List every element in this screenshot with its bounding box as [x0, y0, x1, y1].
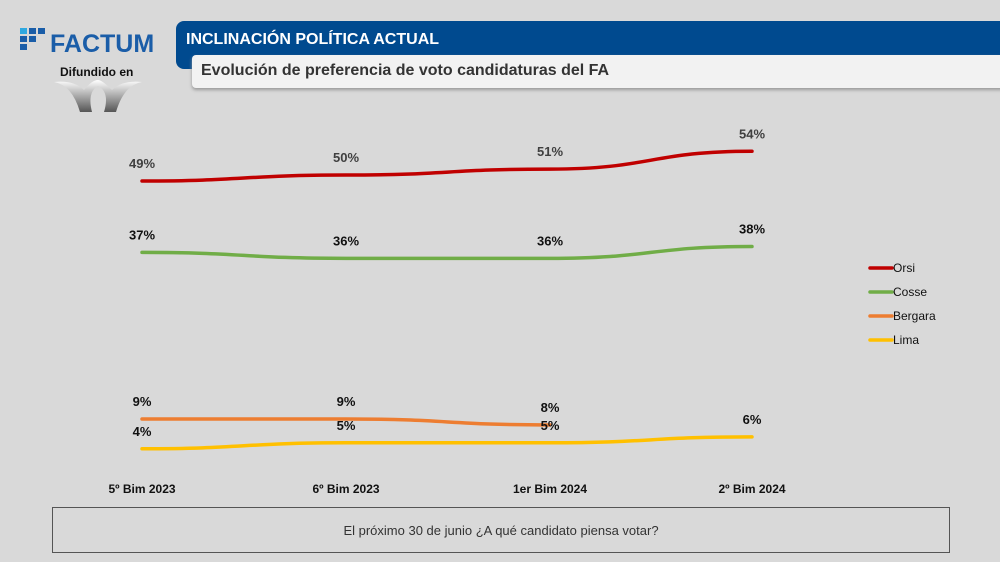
data-label: 36%: [537, 233, 563, 248]
media-logo-icon: [54, 80, 142, 112]
data-label: 6%: [743, 412, 762, 427]
series-line-cosse: [140, 244, 754, 261]
subtitle-box: [192, 55, 1000, 88]
data-label: 4%: [133, 424, 152, 439]
data-label: 54%: [739, 126, 765, 141]
data-label: 5%: [337, 418, 356, 433]
question-box: El próximo 30 de junio ¿A qué candidato …: [52, 507, 950, 553]
legend-label: Cosse: [893, 285, 927, 299]
brand-name: FACTUM: [50, 30, 155, 58]
x-tick-label: 1er Bim 2024: [513, 482, 587, 496]
data-label: 38%: [739, 221, 765, 236]
factum-logo-icon: [20, 28, 45, 50]
data-label: 9%: [337, 394, 356, 409]
question-text: El próximo 30 de junio ¿A qué candidato …: [343, 522, 659, 538]
data-label: 37%: [129, 227, 155, 242]
series-line-bergara: [140, 417, 552, 427]
data-label: 5%: [541, 418, 560, 433]
legend-label: Bergara: [893, 309, 936, 323]
x-tick-label: 2º Bim 2024: [718, 482, 785, 496]
page-subtitle: Evolución de preferencia de voto candida…: [201, 62, 610, 79]
data-label: 36%: [333, 233, 359, 248]
data-label: 9%: [133, 394, 152, 409]
data-label: 49%: [129, 156, 155, 171]
data-label: 51%: [537, 144, 563, 159]
data-label: 50%: [333, 150, 359, 165]
page-title: INCLINACIÓN POLÍTICA ACTUAL: [186, 31, 440, 48]
series-line-orsi: [140, 149, 754, 183]
series-line-lima: [140, 435, 754, 451]
difundido-label: Difundido en: [60, 65, 134, 79]
legend-label: Lima: [893, 333, 919, 347]
data-label: 8%: [541, 400, 560, 415]
legend-label: Orsi: [893, 261, 915, 275]
x-tick-label: 6º Bim 2023: [312, 482, 379, 496]
x-tick-label: 5º Bim 2023: [108, 482, 175, 496]
